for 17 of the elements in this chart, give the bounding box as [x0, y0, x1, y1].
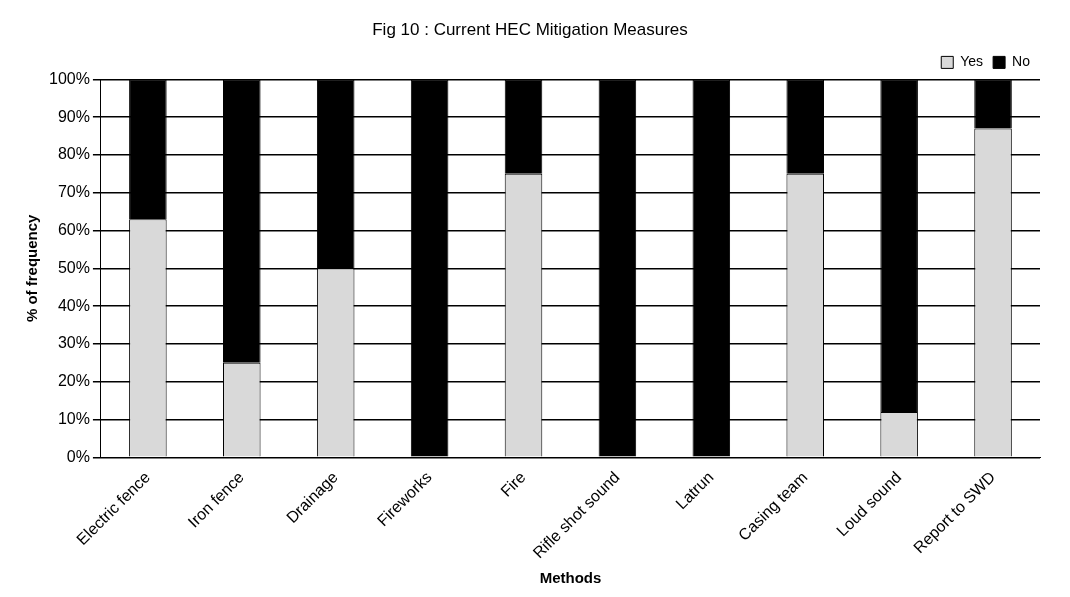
legend-label: Yes: [960, 53, 984, 70]
y-tick-label: 70%: [57, 183, 90, 201]
y-tick-label: 100%: [49, 69, 90, 87]
y-tick-label: 90%: [57, 107, 90, 125]
y-tick-label: 30%: [57, 334, 90, 352]
chart-title: Fig 10 : Current HEC Mitigation Measures: [372, 19, 688, 39]
y-tick-label: 50%: [57, 258, 90, 276]
x-axis-title: Methods: [539, 569, 602, 587]
y-tick-label: 0%: [66, 447, 90, 465]
x-tick-label: Fire: [497, 468, 529, 500]
y-tick-label: 60%: [57, 220, 90, 238]
y-tick-label: 20%: [57, 372, 90, 390]
y-tick-label: 40%: [57, 296, 90, 314]
legend-label: No: [1012, 53, 1031, 70]
y-axis-title: % of frequency: [23, 213, 41, 323]
y-tick-label: 80%: [57, 145, 90, 163]
y-tick-label: 10%: [57, 409, 90, 427]
